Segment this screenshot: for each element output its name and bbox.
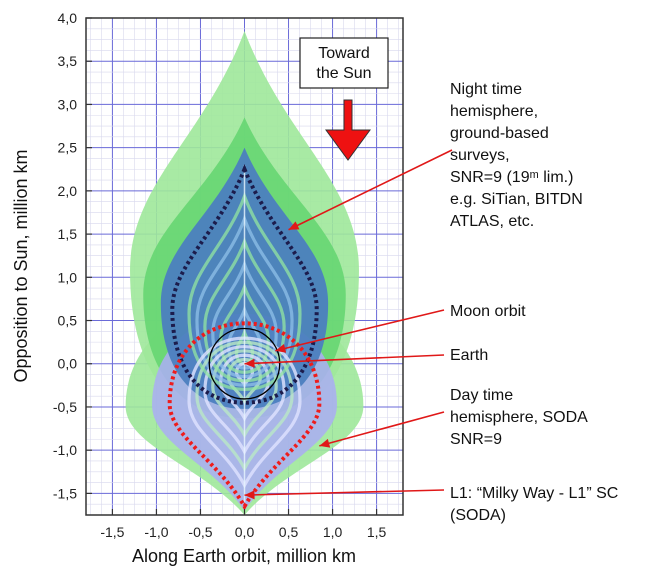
x-tick-label: -0,5 [188, 524, 212, 540]
annotation-text: (SODA) [450, 507, 506, 524]
fringe-pattern [187, 164, 302, 503]
boundaries [167, 163, 322, 511]
annotation-text: ground-based [450, 125, 549, 142]
annotation-leader [244, 489, 445, 496]
annotation-l1: L1: “Milky Way - L1” SC (SODA) [244, 485, 618, 524]
y-axis-label: Opposition to Sun, million km [11, 149, 31, 382]
annotation-arrowhead [288, 221, 300, 230]
annotation-day: Day time hemisphere, SODA SNR=9 [319, 387, 588, 448]
y-tick-label: 1,5 [58, 226, 78, 242]
annotation-text: Night time [450, 81, 522, 98]
x-tick-label: -1,5 [100, 524, 124, 540]
y-tick-label: -0,5 [53, 399, 77, 415]
annotation-arrowhead [244, 490, 255, 500]
annotation-text: L1: “Milky Way - L1” SC [450, 485, 618, 502]
annotation-leader [288, 149, 453, 231]
x-tick-label: 0,0 [235, 524, 255, 540]
annotation-text: ATLAS, etc. [450, 213, 534, 230]
y-tick-label: 0,0 [58, 356, 78, 372]
annotation-leader [244, 354, 445, 365]
annotation-arrowhead [244, 358, 255, 368]
y-tick-label: 0,5 [58, 313, 78, 329]
y-tick-label: 1,0 [58, 269, 78, 285]
annotation-leader [275, 309, 445, 352]
sun-box-line: the Sun [316, 65, 371, 82]
ticks: -1,5 -1,0 -0,5 0,0 0,5 1,0 1,5 4,0 3,5 3,0 2,5 2,0 1… [53, 10, 387, 540]
annotation-earth: Earth [244, 347, 488, 368]
annotation-text: Day time [450, 387, 513, 404]
annotation-moon: Moon orbit [275, 303, 526, 353]
annotation-text: surveys, [450, 147, 510, 164]
y-tick-label: 2,5 [58, 140, 78, 156]
sun-box: Toward the Sun [299, 37, 389, 89]
annotation-leader [319, 411, 445, 447]
annotation-text: Moon orbit [450, 303, 526, 320]
annotation-arrowhead [319, 438, 331, 448]
x-tick-label: 1,0 [323, 524, 343, 540]
y-tick-label: 3,5 [58, 53, 78, 69]
sun-arrow-shape [325, 99, 371, 161]
sun-box-line: Toward [318, 45, 370, 62]
annotation-text: SNR=9 [450, 431, 502, 448]
annotation-text: SNR=9 (19ᵐ lim.) [450, 169, 573, 186]
y-tick-label: 3,0 [58, 96, 78, 112]
day-boundary [167, 321, 322, 511]
y-tick-label: 4,0 [58, 10, 78, 26]
annotation-text: hemisphere, [450, 103, 538, 120]
x-tick-label: 0,5 [279, 524, 299, 540]
x-tick-label: -1,0 [144, 524, 168, 540]
annotation-text: hemisphere, SODA [450, 409, 588, 426]
x-tick-label: 1,5 [367, 524, 387, 540]
annotation-text: Earth [450, 347, 488, 364]
y-tick-label: -1,5 [53, 485, 77, 501]
annotation-night: Night time hemisphere, ground-based surveys… [288, 81, 583, 231]
y-tick-label: -1,0 [53, 442, 77, 458]
annotation-arrowhead [275, 344, 287, 353]
y-tick-label: 2,0 [58, 183, 78, 199]
sun-box-frame [299, 37, 389, 89]
annotations: Night time hemisphere, ground-based surveys… [244, 81, 618, 524]
sun-arrow [325, 99, 371, 161]
annotation-text: e.g. SiTian, BITDN [450, 191, 583, 208]
x-axis-label: Along Earth orbit, million km [132, 546, 356, 566]
moon-orbit-circle [208, 327, 281, 400]
